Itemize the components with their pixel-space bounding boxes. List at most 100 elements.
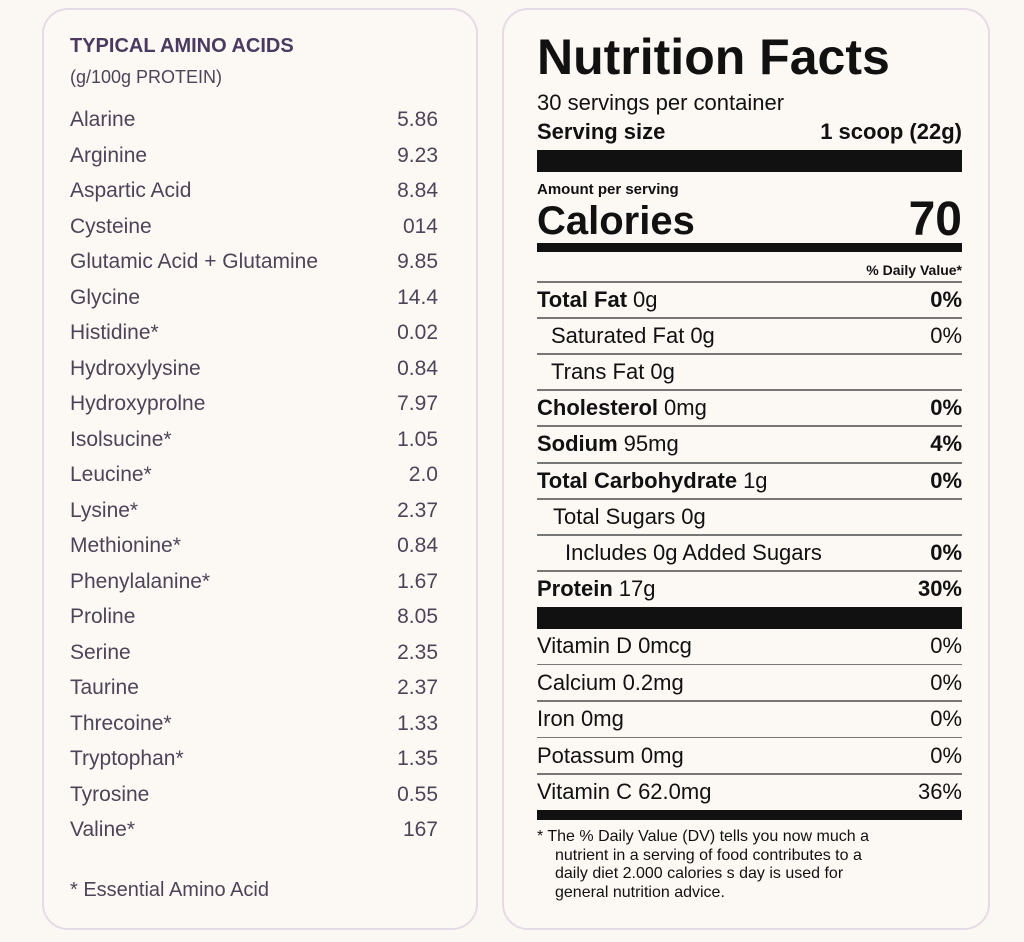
thick-rule [537, 810, 962, 820]
footnote-line: general nutrition advice. [555, 883, 725, 901]
nutrient-label: Total Fat [537, 287, 628, 312]
footnote-line: nutrient in a serving of food contribute… [555, 846, 862, 864]
amino-panel [42, 8, 478, 930]
nutrient-amount: 95mg [623, 431, 679, 456]
nutrient-amount: 1g [743, 468, 768, 493]
amino-name: Lysine* [70, 498, 139, 522]
serving-size-label: Serving size [537, 119, 666, 144]
rule [537, 425, 962, 427]
daily-value: 0% [930, 468, 962, 493]
daily-value: 0% [930, 395, 962, 420]
nutrient-label: Includes 0g Added Sugars [565, 540, 822, 565]
nutrient-label: Sodium [537, 431, 618, 456]
amino-value: 1.33 [397, 711, 438, 735]
daily-value: 0% [930, 323, 962, 348]
amino-value: 2.37 [397, 676, 438, 699]
servings: 30 servings per container [537, 90, 785, 115]
calories-label: Calories [537, 199, 695, 243]
amount-per-serving: Amount per serving [537, 181, 679, 198]
rule [537, 462, 962, 464]
amino-value: 2.37 [397, 498, 438, 522]
amino-value: 14.4 [397, 285, 438, 309]
nutrient-label: Total Sugars [553, 504, 676, 529]
thick-rule [537, 607, 962, 629]
amino-title: TYPICAL AMINO ACIDS [70, 35, 294, 57]
amino-name: Phenylalanine* [70, 569, 211, 593]
rule [537, 570, 962, 572]
thick-rule [537, 150, 962, 172]
rule [537, 281, 962, 283]
daily-value: 0% [930, 669, 962, 695]
amino-name: Tyrosine [70, 782, 150, 806]
nutrition-title: Nutrition Facts [537, 29, 890, 85]
amino-name: Cysteine [70, 214, 152, 238]
footnote-line: daily diet 2.000 calories s day is used … [555, 865, 844, 882]
amino-name: Hydroxylysine [70, 356, 201, 380]
amino-name: Arginine [70, 143, 148, 167]
amino-footnote: * Essential Amino Acid [70, 879, 269, 901]
amino-value: 0.84 [397, 356, 438, 380]
rule [537, 317, 962, 319]
amino-value: 0.84 [397, 534, 438, 557]
amino-name: Proline [70, 605, 136, 628]
amino-name: Valine* [70, 818, 135, 841]
amino-value: 2.35 [397, 640, 438, 664]
amino-name: Hydroxyprolne [70, 392, 206, 415]
rule [537, 353, 962, 355]
amino-subtitle: (g/100g PROTEIN) [70, 67, 223, 87]
amino-value: 1.67 [397, 569, 438, 593]
amino-value: 014 [402, 214, 438, 238]
amino-name: Glutamic Acid + Glutamine [70, 250, 319, 273]
amino-name: Leucine* [70, 463, 152, 486]
rule [537, 663, 962, 665]
footnote-line: * The % Daily Value (DV) tells you now m… [537, 828, 869, 845]
amino-value: 9.23 [397, 143, 438, 167]
daily-value: 0% [930, 540, 962, 565]
amino-name: Alarine [70, 108, 136, 131]
vitamin-label: Vitamin C 62.0mg [537, 779, 712, 804]
daily-value: 4% [930, 431, 962, 456]
amino-value: 0.02 [397, 321, 438, 344]
vitamin-label: Vitamin D 0mcg [537, 633, 692, 658]
daily-value: 0% [930, 287, 962, 312]
amino-name: Tryptophan* [70, 747, 184, 770]
nutrient-amount: 0g [650, 359, 675, 384]
vitamin-label: Iron 0mg [537, 706, 624, 731]
daily-value: 0% [930, 742, 962, 768]
nutrient-label: Cholesterol [537, 395, 659, 420]
nutrient-label: Trans Fat [551, 359, 645, 384]
amino-value: 0.55 [397, 782, 438, 806]
amino-value: 8.84 [397, 179, 438, 202]
nutrient-label: Total Carbohydrate [537, 468, 738, 493]
rule [537, 534, 962, 536]
amino-name: Taurine [70, 676, 139, 699]
amino-value: 7.97 [397, 392, 438, 415]
daily-value: 0% [930, 706, 962, 731]
amino-value: 2.0 [408, 463, 438, 486]
rule [537, 498, 962, 500]
thick-rule [537, 243, 962, 252]
nutrient-label: Saturated Fat [551, 323, 685, 348]
daily-value: 36% [917, 779, 962, 804]
amino-name: Serine [70, 640, 131, 664]
amino-value: 5.86 [397, 108, 438, 131]
amino-value: 167 [402, 818, 438, 841]
rule [537, 736, 962, 738]
rule [537, 700, 962, 702]
calories: 70 [908, 193, 962, 246]
rule [537, 389, 962, 391]
daily-value-header: % Daily Value* [866, 262, 962, 278]
amino-value: 1.35 [397, 747, 438, 770]
rule [537, 773, 962, 775]
amino-value: 1.05 [397, 427, 438, 451]
vitamin-label: Calcium 0.2mg [537, 669, 684, 695]
nutrient-amount: 17g [618, 576, 656, 601]
amino-name: Histidine* [70, 321, 159, 344]
amino-value: 8.05 [397, 605, 438, 628]
amino-name: Aspartic Acid [70, 179, 192, 202]
amino-name: Isolsucine* [70, 427, 172, 451]
daily-value: 30% [917, 576, 962, 601]
amino-name: Threcoine* [70, 711, 172, 735]
amino-value: 9.85 [397, 250, 438, 273]
